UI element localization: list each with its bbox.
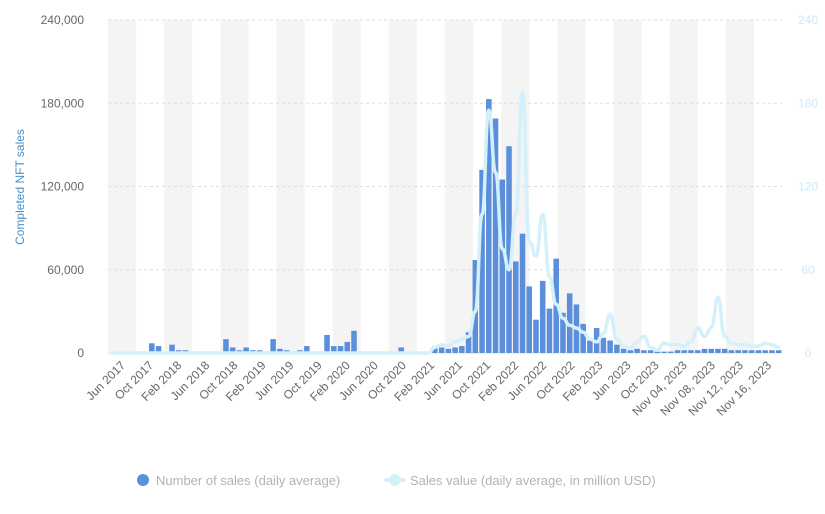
bar[interactable] [506,146,512,353]
sales-value-line[interactable] [109,90,781,355]
legend[interactable]: Number of sales (daily average) Sales val… [137,473,656,488]
bar[interactable] [775,350,782,353]
left-axis-ticks: 0 60,000 120,000 180,000 240,000 [41,13,85,360]
y-tick-label: 60,000 [47,263,84,277]
bar[interactable] [728,350,735,353]
bar[interactable] [155,346,162,353]
bar[interactable] [681,350,688,353]
bar[interactable] [270,339,276,353]
bar[interactable] [694,350,701,353]
bar[interactable] [674,350,681,353]
bar[interactable] [600,337,607,353]
bar[interactable] [479,169,485,353]
bar[interactable] [742,350,748,353]
legend-label: Number of sales (daily average) [156,473,340,488]
bar[interactable] [331,346,337,353]
bar[interactable] [647,350,654,353]
bar[interactable] [526,286,533,353]
line-series[interactable] [109,90,781,355]
bar[interactable] [324,334,330,353]
y2-tick-label: 240 [798,13,818,27]
y-tick-label: 0 [77,346,84,360]
bar[interactable] [566,293,573,353]
bar[interactable] [701,348,708,353]
bar[interactable] [459,346,465,353]
bar[interactable] [748,350,755,353]
y2-tick-label: 60 [801,263,815,277]
bar[interactable] [580,323,586,353]
legend-marker-dot [389,474,401,486]
bar[interactable] [627,350,634,353]
bar[interactable] [668,351,674,353]
bar[interactable] [486,99,492,354]
bar[interactable] [641,350,647,353]
legend-marker-bar [137,474,149,486]
y-tick-label: 120,000 [41,180,85,194]
bar[interactable] [149,343,155,353]
y2-tick-label: 120 [798,180,818,194]
bar[interactable] [452,347,458,353]
y2-tick-label: 0 [805,346,812,360]
bar[interactable] [337,346,344,353]
bar[interactable] [344,341,351,353]
bar[interactable] [688,350,694,353]
bar[interactable] [715,348,721,353]
bar[interactable] [708,348,714,353]
y-tick-label: 240,000 [41,13,85,27]
bar[interactable] [432,346,438,353]
legend-item-number-of-sales[interactable]: Number of sales (daily average) [137,473,340,488]
bar[interactable] [304,346,310,353]
legend-item-sales-value[interactable]: Sales value (daily average, in million U… [384,473,656,488]
bar[interactable] [735,350,741,353]
y-axis-title: Completed NFT sales [13,129,27,245]
legend-label: Sales value (daily average, in million U… [410,473,656,488]
bar[interactable] [533,319,539,353]
bar[interactable] [472,260,479,353]
y-tick-label: 180,000 [41,96,85,110]
bar[interactable] [539,280,546,353]
y2-tick-label: 180 [798,96,818,110]
bar[interactable] [351,330,357,353]
bar[interactable] [546,308,553,353]
bar[interactable] [445,348,452,353]
bar[interactable] [721,348,728,353]
bar[interactable] [634,348,640,353]
bar[interactable] [438,347,445,353]
bar[interactable] [607,340,613,353]
bar[interactable] [229,347,236,353]
bar[interactable] [620,348,627,353]
bar[interactable] [762,350,768,353]
bar[interactable] [587,340,593,353]
bar[interactable] [513,261,519,353]
bar[interactable] [492,118,499,353]
bar[interactable] [769,350,775,353]
bar[interactable] [277,348,283,353]
bar[interactable] [519,233,526,353]
bar[interactable] [465,332,472,353]
bar[interactable] [654,351,661,353]
bar[interactable] [398,347,404,353]
bar[interactable] [755,350,762,353]
bar[interactable] [560,312,566,353]
right-axis-ticks: 0 60 120 180 240 [798,13,818,360]
bar[interactable] [169,344,175,353]
bar[interactable] [243,347,249,353]
bar[interactable] [499,179,506,353]
bar[interactable] [661,351,667,353]
bar[interactable] [614,344,620,353]
bar[interactable] [223,339,229,353]
